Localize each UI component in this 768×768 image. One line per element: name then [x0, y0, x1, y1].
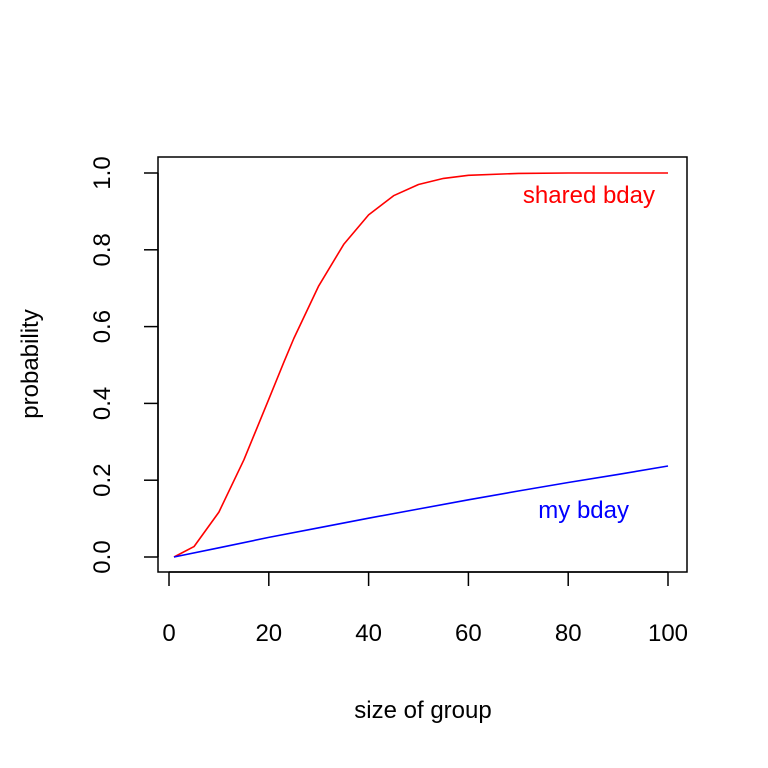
series-label-my-bday: my bday: [538, 497, 629, 524]
x-axis-title: size of group: [354, 697, 491, 724]
y-tick-label: 0.8: [89, 233, 116, 266]
x-tick-label: 80: [555, 620, 582, 647]
x-tick-label: 0: [162, 620, 175, 647]
series-shared-bday-line: [173, 172, 668, 558]
x-tick-label: 60: [455, 620, 482, 647]
y-tick-label: 0.6: [89, 310, 116, 343]
y-axis: 0.0 0.2 0.4 0.6 0.8 1.0: [89, 156, 159, 574]
series-label-shared-bday: shared bday: [523, 182, 655, 209]
y-tick-label: 0.2: [89, 464, 116, 497]
series-my-bday-line: [173, 465, 669, 558]
x-tick-label: 100: [648, 620, 688, 647]
x-axis: 0 20 40 60 80 100: [162, 571, 688, 647]
y-axis-title: probability: [17, 309, 44, 418]
x-tick-label: 20: [255, 620, 282, 647]
x-tick-label: 40: [355, 620, 382, 647]
y-tick-label: 0.0: [89, 540, 116, 573]
y-tick-label: 1.0: [89, 156, 116, 189]
y-tick-label: 0.4: [89, 387, 116, 420]
series-layer: [173, 172, 669, 558]
